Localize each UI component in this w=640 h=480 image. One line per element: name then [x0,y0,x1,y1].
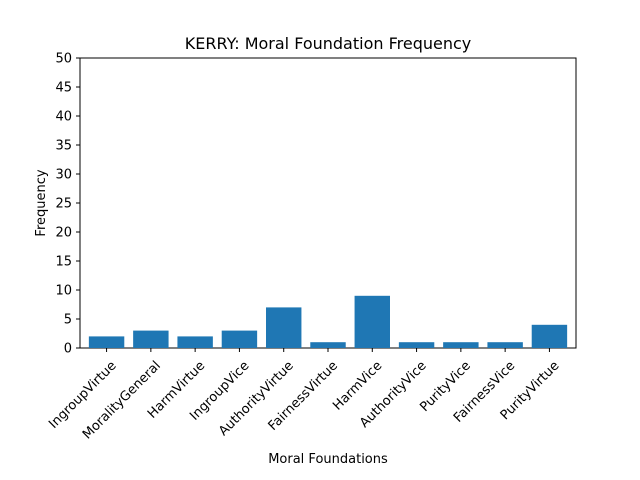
bar-authorityvice [398,342,435,348]
y-axis-label: Frequency [34,169,49,236]
y-tick-label: 35 [55,139,72,154]
bar-purityvirtue [531,324,568,348]
bar-harmvirtue [177,336,213,348]
plot-area [79,57,577,349]
y-axis: 0 5 10 15 20 25 30 35 40 45 50 [55,52,80,357]
x-tick-label-moralitygeneral: MoralityGeneral [80,358,164,442]
bar-purityvice [443,342,479,348]
bar-harmvice [354,295,390,348]
y-tick-label: 30 [55,168,72,183]
y-tick-label: 50 [55,52,72,67]
bar-ingroupvirtue [88,336,125,348]
x-axis: IngroupVirtueMoralityGeneralHarmVirtueIn… [46,348,562,442]
y-tick-label: 45 [55,81,72,96]
bar-fairnessvirtue [310,342,346,348]
y-tick-label: 40 [55,110,72,125]
bar-ingroupvice [221,330,258,348]
y-tick-label: 20 [55,226,72,241]
bar-fairnessvice [487,342,523,348]
x-axis-label: Moral Foundations [268,452,388,467]
bar-moralitygeneral [133,330,169,348]
chart-title: KERRY: Moral Foundation Frequency [185,34,472,53]
bars-group [88,295,568,348]
bar-authorityvirtue [266,307,302,348]
y-tick-label: 5 [64,313,72,328]
plot-frame [79,57,577,349]
y-tick-label: 10 [55,284,72,299]
y-tick-label: 25 [55,197,72,212]
y-tick-label: 0 [64,342,72,357]
y-tick-label: 15 [55,255,72,270]
x-tick-label-authorityvirtue: AuthorityVirtue [216,358,297,439]
